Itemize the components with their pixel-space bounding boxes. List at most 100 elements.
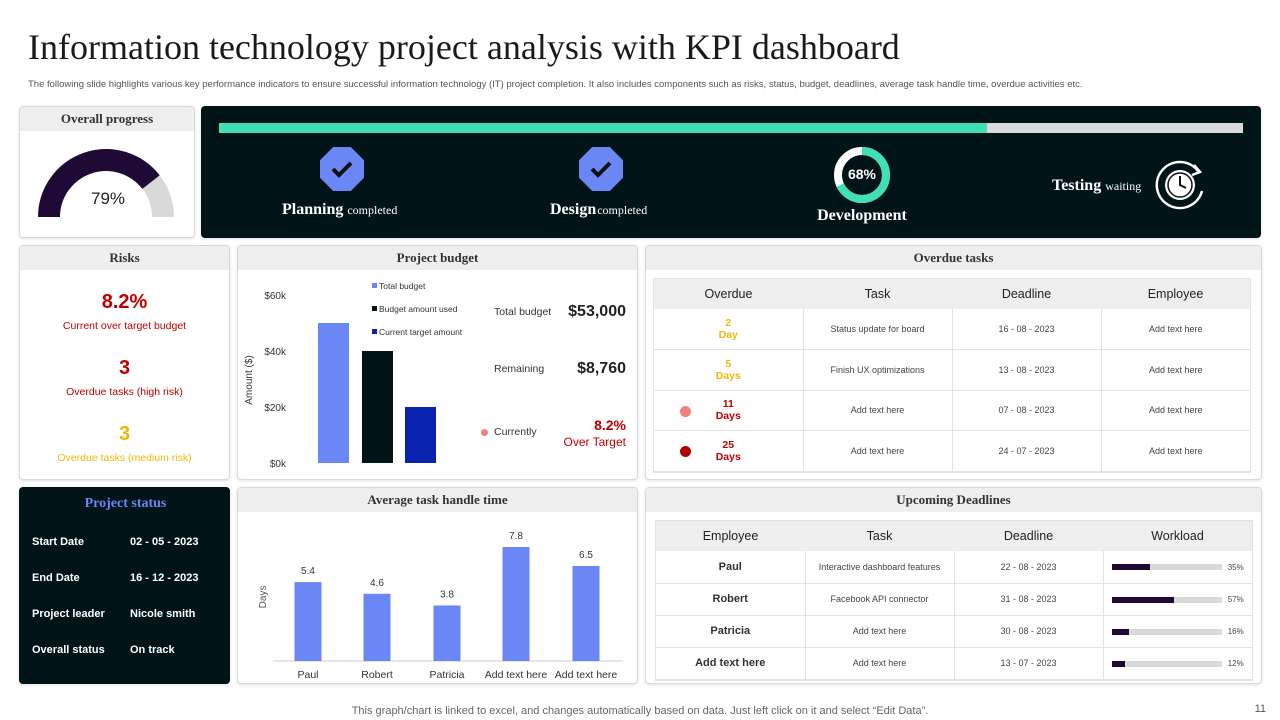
workload-bar — [1111, 660, 1222, 667]
footer-note: This graph/chart is linked to excel, and… — [351, 705, 929, 717]
cell-employee: Add text here — [656, 647, 806, 680]
workload-bar — [1111, 564, 1222, 571]
risks-title: Risks — [20, 246, 229, 270]
cell-employee: Patricia — [656, 615, 806, 648]
severity-dot — [680, 446, 691, 457]
stage-planning-status: completed — [347, 203, 398, 217]
stage-testing: Testing waiting — [1052, 177, 1141, 195]
table-row: Add text here Add text here 13 - 07 - 2023… — [656, 647, 1252, 680]
category-label: Add text here — [485, 669, 548, 681]
cell-deadline: 30 - 08 - 2023 — [954, 615, 1104, 648]
cell-deadline: 13 - 08 - 2023 — [952, 349, 1102, 391]
table-row: Paul Interactive dashboard features 22 - 0… — [656, 551, 1252, 584]
stage-development-name: Development — [817, 207, 907, 224]
overall-progress-bar — [219, 123, 1243, 133]
project-budget-card: Project budget $0k $20k $40k $60k Amount ($)… — [237, 245, 638, 480]
table-row: 5 Days Finish UX optimizations 13 - 08 - 20… — [654, 349, 1250, 391]
cell-employee: Robert — [656, 583, 806, 616]
overdue-days: 2 — [725, 317, 732, 329]
workload-bar — [1111, 596, 1222, 603]
stage-design: Designcompleted — [550, 201, 647, 219]
cell-workload: 57% — [1103, 583, 1252, 616]
category-label: Robert — [361, 669, 393, 681]
upcoming-deadlines-card: Upcoming Deadlines Employee Task Deadline W… — [645, 487, 1262, 684]
cell-employee: Paul — [656, 551, 806, 584]
legend-swatch — [372, 306, 377, 311]
overdue-table-header: Overdue Task Deadline Employee — [654, 279, 1250, 309]
avg-task-time-title: Average task handle time — [238, 488, 637, 512]
legend-swatch — [372, 329, 377, 334]
remaining-label: Remaining — [494, 363, 545, 375]
stage-design-status: completed — [597, 203, 648, 217]
development-donut — [834, 147, 890, 203]
legend-swatch — [372, 283, 377, 288]
stage-design-name: Design — [550, 201, 597, 218]
column-header: Task — [803, 279, 952, 309]
y-tick-label: $20k — [264, 403, 287, 414]
development-percent: 68% — [847, 166, 877, 182]
workload-percent: 16% — [1227, 627, 1244, 637]
y-axis-label: Days — [258, 586, 269, 609]
overdue-tasks-title: Overdue tasks — [646, 246, 1261, 270]
time-bar — [502, 547, 530, 661]
table-row: 2 Day Status update for board 16 - 08 - 202… — [654, 309, 1250, 350]
cell-employee: Add text here — [1101, 349, 1250, 391]
page-subtitle: The following slide highlights various k… — [28, 79, 1083, 90]
legend-label: Budget amount used — [379, 304, 458, 314]
cell-deadline: 24 - 07 - 2023 — [952, 430, 1102, 472]
workload-bar-fill — [1111, 660, 1125, 667]
column-header: Task — [805, 521, 954, 551]
table-row: 11 Days Add text here 07 - 08 - 2023 Add tex… — [654, 390, 1250, 431]
planning-check-icon — [320, 147, 364, 191]
column-header: Overdue — [654, 279, 803, 309]
cell-task: Add text here — [805, 647, 955, 680]
column-header: Deadline — [952, 279, 1101, 309]
overall-progress-value: 79% — [90, 189, 126, 208]
stage-development: Development — [792, 207, 932, 225]
status-value: 02 - 05 - 2023 — [130, 536, 199, 548]
progress-bar-fill — [219, 123, 987, 133]
workload-percent: 12% — [1227, 659, 1244, 669]
data-label: 6.5 — [579, 550, 593, 561]
cell-task: Status update for board — [803, 309, 953, 350]
design-check-icon — [579, 147, 623, 191]
y-tick-label: $0k — [270, 459, 287, 470]
cell-deadline: 16 - 08 - 2023 — [952, 309, 1102, 350]
status-label: Start Date — [32, 536, 84, 548]
budget-bar — [362, 351, 393, 463]
risk-label: Overdue tasks (high risk) — [66, 386, 183, 398]
cell-deadline: 07 - 08 - 2023 — [952, 390, 1102, 431]
overdue-cell: 11 Days — [654, 390, 804, 431]
time-bar — [433, 605, 461, 661]
risk-value: 3 — [118, 423, 131, 445]
data-label: 4.6 — [370, 578, 384, 589]
table-row: Robert Facebook API connector 31 - 08 - 20… — [656, 583, 1252, 616]
cell-task: Facebook API connector — [805, 583, 955, 616]
status-value: 16 - 12 - 2023 — [130, 572, 199, 584]
overdue-tasks-table-wrap: Overdue Task Deadline Employee 2 Day Status u… — [653, 278, 1251, 473]
cell-deadline: 13 - 07 - 2023 — [954, 647, 1104, 680]
cell-task: Add text here — [803, 430, 953, 472]
cell-workload: 35% — [1103, 551, 1252, 584]
overdue-days: 5 — [725, 357, 732, 370]
legend-label: Current target amount — [379, 327, 463, 337]
cell-workload: 12% — [1103, 647, 1252, 680]
overdue-cell: 5 Days — [654, 349, 804, 391]
status-label: End Date — [32, 572, 80, 584]
project-status-title: Project status — [84, 496, 167, 511]
risk-label: Overdue tasks (medium risk) — [57, 452, 192, 464]
category-label: Add text here — [555, 669, 618, 681]
overdue-tasks-table: Overdue Task Deadline Employee 2 Day Status u… — [654, 279, 1250, 472]
y-tick-label: $60k — [264, 291, 287, 302]
stage-testing-status: waiting — [1105, 179, 1142, 193]
upcoming-deadlines-table-wrap: Employee Task Deadline Workload Paul Interac… — [655, 520, 1253, 681]
overdue-tasks-card: Overdue tasks Overdue Task Deadline Employe… — [645, 245, 1262, 480]
overdue-cell: 2 Day — [654, 309, 804, 350]
currently-dot — [481, 429, 488, 436]
status-label: Overall status — [32, 644, 105, 656]
cell-task: Finish UX optimizations — [803, 349, 953, 391]
risks-card: Risks 8.2% Current over target budget 3 Ove… — [19, 245, 230, 480]
workload-bar-fill — [1111, 596, 1175, 603]
upcoming-deadlines-table: Employee Task Deadline Workload Paul Interac… — [656, 521, 1252, 680]
cell-employee: Add text here — [1101, 430, 1250, 472]
